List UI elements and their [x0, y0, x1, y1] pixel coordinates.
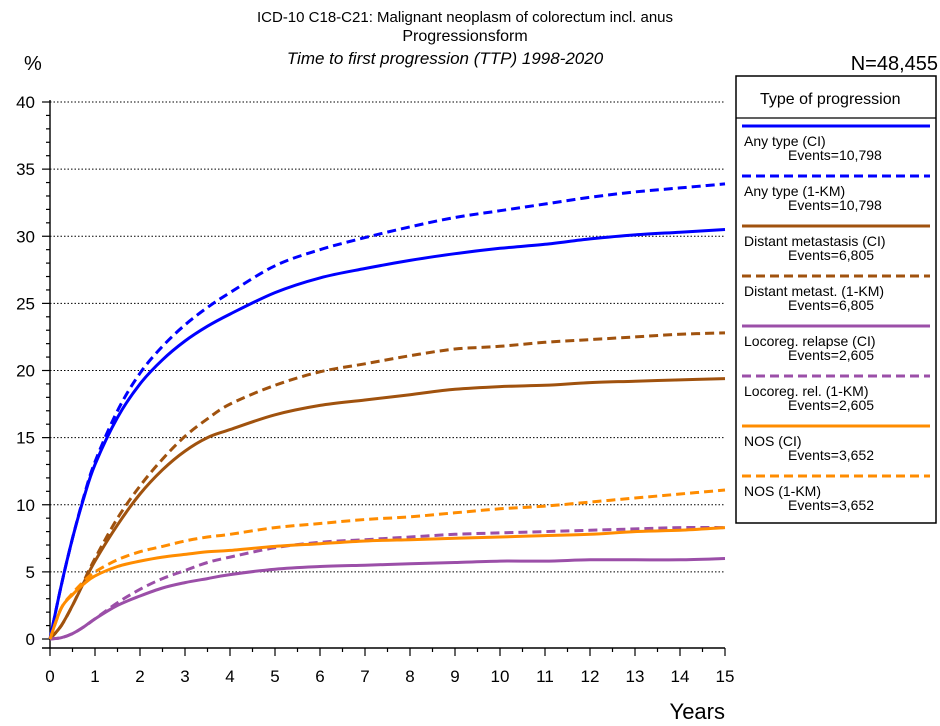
legend-label-5: Locoreg. rel. (1-KM) [744, 383, 868, 399]
y-tick-label: 20 [16, 362, 35, 381]
y-axis-label: % [24, 53, 42, 75]
x-tick-label: 9 [450, 667, 459, 686]
x-tick-label: 8 [405, 667, 414, 686]
y-tick-label: 5 [26, 563, 35, 582]
y-tick-label: 30 [16, 227, 35, 246]
legend-events-4: Events=2,605 [788, 347, 874, 363]
y-tick-label: 0 [26, 630, 35, 649]
series-line-7 [48, 488, 726, 640]
grid [50, 101, 725, 573]
x-tick-label: 6 [315, 667, 324, 686]
y-tick-label: 35 [16, 160, 35, 179]
x-tick-label: 10 [491, 667, 510, 686]
legend-events-7: Events=3,652 [788, 497, 874, 513]
y-tick-label: 15 [16, 429, 35, 448]
x-tick-label: 12 [581, 667, 600, 686]
series-line-5 [49, 525, 726, 641]
axes [42, 100, 726, 656]
x-tick-label: 4 [225, 667, 234, 686]
x-tick-label: 2 [135, 667, 144, 686]
series-line-3 [48, 331, 726, 640]
legend-label-0: Any type (CI) [744, 133, 826, 149]
series-line-2 [48, 377, 726, 640]
legend-events-0: Events=10,798 [788, 147, 882, 163]
legend-events-6: Events=3,652 [788, 447, 874, 463]
legend-title: Type of progression [760, 91, 901, 108]
y-tick-label: 10 [16, 496, 35, 515]
series-lines [48, 182, 726, 641]
n-label: N=48,455 [851, 53, 938, 75]
legend-events-1: Events=10,798 [788, 197, 882, 213]
x-tick-label: 13 [626, 667, 645, 686]
x-tick-label: 0 [45, 667, 54, 686]
y-tick-label: 40 [16, 93, 35, 112]
legend-label-2: Distant metastasis (CI) [744, 233, 886, 249]
legend-events-3: Events=6,805 [788, 297, 874, 313]
legend-label-3: Distant metast. (1-KM) [744, 283, 884, 299]
series-line-1 [48, 182, 726, 640]
legend-events-2: Events=6,805 [788, 247, 874, 263]
legend: Type of progression Any type (CI)Events=… [735, 75, 937, 524]
x-tick-label: 15 [716, 667, 735, 686]
series-line-6 [48, 526, 726, 640]
chart-title: ICD-10 C18-C21: Malignant neoplasm of co… [257, 9, 673, 26]
legend-label-6: NOS (CI) [744, 433, 802, 449]
legend-events-5: Events=2,605 [788, 397, 874, 413]
chart-titles: ICD-10 C18-C21: Malignant neoplasm of co… [24, 9, 938, 724]
legend-label-1: Any type (1-KM) [744, 183, 845, 199]
series-line-4 [49, 557, 726, 641]
x-tick-label: 3 [180, 667, 189, 686]
legend-box [735, 75, 937, 524]
x-tick-label: 14 [671, 667, 690, 686]
x-axis-label: Years [670, 699, 725, 724]
y-tick-label: 25 [16, 294, 35, 313]
legend-label-4: Locoreg. relapse (CI) [744, 333, 876, 349]
x-tick-label: 7 [360, 667, 369, 686]
legend-label-7: NOS (1-KM) [744, 483, 821, 499]
x-tick-label: 5 [270, 667, 279, 686]
x-tick-label: 11 [536, 667, 554, 686]
chart-subtitle: Time to first progression (TTP) 1998-202… [287, 49, 604, 68]
series-line-0 [48, 228, 726, 640]
x-tick-label: 1 [90, 667, 99, 686]
chart-title-2: Progressionsform [402, 28, 527, 45]
